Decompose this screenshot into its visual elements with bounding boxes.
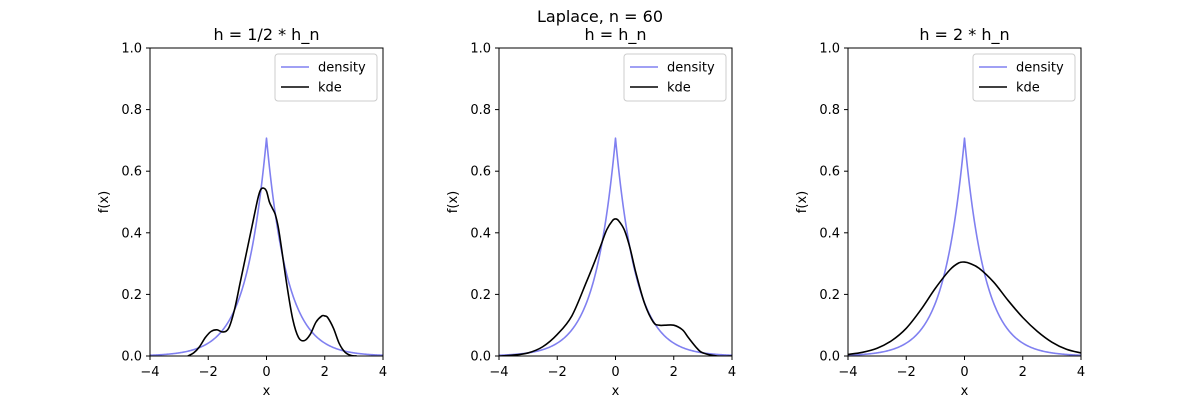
x-tick-label: −4	[140, 365, 159, 380]
series-group	[150, 137, 383, 356]
x-tick-label: −2	[897, 365, 916, 380]
legend-label-kde: kde	[318, 81, 342, 96]
x-tick-label: 2	[1019, 365, 1027, 380]
x-tick-label: −2	[199, 365, 218, 380]
x-tick-label: −4	[489, 365, 508, 380]
series-line-density	[499, 137, 732, 356]
y-tick-label: 0.0	[819, 350, 840, 365]
legend-box	[623, 53, 727, 102]
x-tick-label: 4	[379, 365, 387, 380]
chart-panel-3: −4 −2 0 2 4 0.0 0.2 0.4 0.6 0.8 1.0 h = 2 * h_nx f(x…	[795, 25, 1085, 399]
panel-title: h = 2 * h_n	[919, 25, 1009, 45]
chart-panel-2: −4 −2 0 2 4 0.0 0.2 0.4 0.6 0.8 1.0 h = h_nx f(x) den…	[446, 25, 736, 399]
series-line-kde	[499, 218, 732, 356]
y-tick-label: 0.4	[470, 226, 491, 241]
legend-box	[972, 53, 1076, 102]
y-tick-label: 0.0	[470, 350, 491, 365]
figure-suptitle: Laplace, n = 60	[537, 7, 663, 26]
y-tick-label: 1.0	[819, 42, 840, 57]
y-axis-label: f(x)	[446, 191, 461, 213]
legend-label-density: density	[1016, 61, 1064, 76]
x-tick-label: −2	[548, 365, 567, 380]
y-tick-label: 0.4	[121, 226, 142, 241]
chart-panel-1: −4 −2 0 2 4 0.0 0.2 0.4 0.6 0.8 1.0 h = 1/2 * h_nx f…	[97, 25, 387, 399]
x-tick-label: 2	[670, 365, 678, 380]
series-line-kde	[187, 187, 357, 356]
y-tick-label: 0.4	[819, 226, 840, 241]
y-tick-label: 0.6	[121, 165, 142, 180]
x-axis-label: x	[612, 384, 620, 399]
x-axis-label: x	[263, 384, 271, 399]
y-tick-label: 0.2	[470, 288, 491, 303]
legend: density kde	[972, 53, 1076, 102]
x-tick-label: −4	[838, 365, 857, 380]
x-tick-label: 0	[960, 365, 968, 380]
x-axis-label: x	[961, 384, 969, 399]
y-tick-label: 0.6	[819, 165, 840, 180]
legend-label-density: density	[318, 61, 366, 76]
series-line-density	[150, 137, 383, 356]
x-tick-label: 4	[1077, 365, 1085, 380]
y-axis-label: f(x)	[97, 191, 112, 213]
panel-title: h = 1/2 * h_n	[214, 25, 320, 45]
y-tick-label: 0.2	[819, 288, 840, 303]
x-tick-label: 0	[611, 365, 619, 380]
y-tick-label: 1.0	[470, 42, 491, 57]
series-line-density	[848, 137, 1081, 356]
legend-label-kde: kde	[1016, 81, 1040, 96]
y-tick-label: 0.8	[819, 103, 840, 118]
series-group	[499, 137, 732, 356]
y-tick-label: 0.0	[121, 350, 142, 365]
panel-title: h = h_n	[585, 25, 647, 45]
series-line-kde	[848, 261, 1081, 356]
y-tick-label: 0.8	[470, 103, 491, 118]
legend: density kde	[623, 53, 727, 102]
x-tick-label: 4	[728, 365, 736, 380]
y-tick-label: 0.2	[121, 288, 142, 303]
chart-panels: −4 −2 0 2 4 0.0 0.2 0.4 0.6 0.8 1.0 h = 1/2 * h_nx f…	[97, 25, 1085, 399]
y-tick-label: 1.0	[121, 42, 142, 57]
x-tick-label: 2	[321, 365, 329, 380]
series-group	[848, 137, 1081, 356]
legend: density kde	[274, 53, 378, 102]
legend-box	[274, 53, 378, 102]
x-tick-label: 0	[262, 365, 270, 380]
legend-label-density: density	[667, 61, 715, 76]
y-tick-label: 0.6	[470, 165, 491, 180]
legend-label-kde: kde	[667, 81, 691, 96]
y-tick-label: 0.8	[121, 103, 142, 118]
y-axis-label: f(x)	[795, 191, 810, 213]
